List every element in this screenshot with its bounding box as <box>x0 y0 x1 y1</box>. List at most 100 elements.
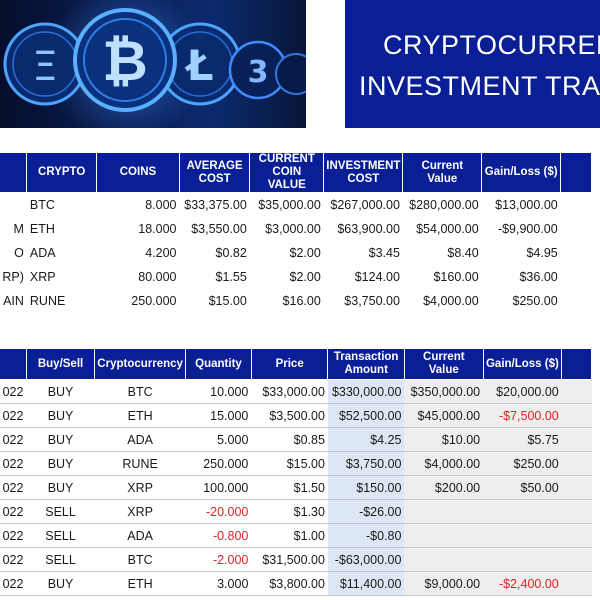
summary-cell-investment-cost[interactable]: $267,000.00 <box>330 198 400 212</box>
summary-row[interactable]: BTC 8.000 $33,375.00 $35,000.00 $267,000… <box>0 193 592 218</box>
tx-cell-cryptocurrency[interactable]: BTC <box>94 547 186 572</box>
summary-row[interactable]: RP) XRP 80.000 $1.55 $2.00 $124.00 $160.… <box>0 265 592 289</box>
tx-cell-current-value[interactable]: $200.00 <box>404 475 484 500</box>
tx-cell-gain-loss[interactable]: $50.00 <box>483 475 562 500</box>
transaction-row[interactable]: 022 BUY ADA 5.000 $0.85 $4.25 $10.00 $5.… <box>0 427 592 452</box>
tx-cell-current-value[interactable]: $9,000.00 <box>404 571 484 596</box>
summary-cell-crypto[interactable]: XRP <box>29 270 56 284</box>
summary-cell-extra[interactable] <box>561 217 592 241</box>
summary-cell-current-coin-value[interactable]: $35,000.00 <box>258 198 321 212</box>
summary-cell-name[interactable]: M <box>13 222 24 236</box>
summary-row[interactable]: M ETH 18.000 $3,550.00 $3,000.00 $63,900… <box>0 217 592 241</box>
summary-cell-crypto[interactable]: ADA <box>29 246 56 260</box>
summary-cell-gain-loss[interactable]: $4.95 <box>526 246 558 260</box>
tx-cell-current-value[interactable]: $4,000.00 <box>404 451 484 476</box>
tx-cell-transaction-amount[interactable]: $4.25 <box>327 427 405 452</box>
summary-cell-investment-cost[interactable]: $124.00 <box>354 270 400 284</box>
tx-cell-cryptocurrency[interactable]: ETH <box>94 571 186 596</box>
tx-cell-buy-sell[interactable]: BUY <box>26 403 95 428</box>
tx-cell-date[interactable]: 022 <box>0 403 27 428</box>
tx-cell-current-value[interactable]: $10.00 <box>404 427 484 452</box>
tx-cell-price[interactable]: $1.50 <box>251 475 328 500</box>
tx-cell-price[interactable]: $1.00 <box>251 523 328 548</box>
tx-cell-date[interactable]: 022 <box>0 427 27 452</box>
tx-cell-buy-sell[interactable]: SELL <box>26 523 95 548</box>
tx-cell-current-value[interactable] <box>404 547 484 572</box>
summary-cell-current-value[interactable]: $280,000.00 <box>409 198 479 212</box>
summary-cell-extra[interactable] <box>561 241 592 265</box>
tx-cell-date[interactable]: 022 <box>0 571 27 596</box>
tx-cell-quantity[interactable]: 5.000 <box>185 427 252 452</box>
tx-cell-gain-loss[interactable]: -$7,500.00 <box>483 403 562 428</box>
summary-cell-crypto[interactable]: BTC <box>29 198 55 212</box>
tx-cell-quantity[interactable]: 10.000 <box>185 379 252 404</box>
summary-cell-gain-loss[interactable]: -$9,900.00 <box>497 222 558 236</box>
summary-cell-average-cost[interactable]: $15.00 <box>208 294 247 308</box>
tx-cell-gain-loss[interactable] <box>483 547 562 572</box>
tx-cell-extra[interactable] <box>561 571 592 596</box>
tx-cell-transaction-amount[interactable]: $150.00 <box>327 475 405 500</box>
tx-cell-cryptocurrency[interactable]: BTC <box>94 379 186 404</box>
summary-cell-current-value[interactable]: $160.00 <box>433 270 479 284</box>
summary-cell-extra[interactable] <box>561 289 592 313</box>
tx-cell-transaction-amount[interactable]: $330,000.00 <box>327 379 405 404</box>
tx-cell-current-value[interactable] <box>404 499 484 524</box>
tx-cell-extra[interactable] <box>561 523 592 548</box>
summary-cell-coins[interactable]: 8.000 <box>145 198 177 212</box>
tx-cell-buy-sell[interactable]: BUY <box>26 427 95 452</box>
summary-cell-current-value[interactable]: $54,000.00 <box>416 222 479 236</box>
tx-cell-transaction-amount[interactable]: $3,750.00 <box>327 451 405 476</box>
summary-cell-coins[interactable]: 4.200 <box>145 246 177 260</box>
transaction-row[interactable]: 022 BUY ETH 15.000 $3,500.00 $52,500.00 … <box>0 403 592 428</box>
tx-cell-quantity[interactable]: -2.000 <box>185 547 252 572</box>
tx-cell-date[interactable]: 022 <box>0 379 27 404</box>
transaction-row[interactable]: 022 SELL XRP -20.000 $1.30 -$26.00 <box>0 499 592 524</box>
tx-cell-buy-sell[interactable]: BUY <box>26 475 95 500</box>
transaction-row[interactable]: 022 BUY BTC 10.000 $33,000.00 $330,000.0… <box>0 379 592 404</box>
tx-cell-price[interactable]: $33,000.00 <box>251 379 328 404</box>
transaction-row[interactable]: 022 BUY RUNE 250.000 $15.00 $3,750.00 $4… <box>0 451 592 476</box>
tx-cell-price[interactable]: $3,800.00 <box>251 571 328 596</box>
tx-cell-buy-sell[interactable]: BUY <box>26 451 95 476</box>
summary-cell-current-coin-value[interactable]: $16.00 <box>282 294 321 308</box>
summary-cell-gain-loss[interactable]: $36.00 <box>519 270 558 284</box>
tx-cell-extra[interactable] <box>561 547 592 572</box>
tx-cell-cryptocurrency[interactable]: RUNE <box>94 451 186 476</box>
summary-cell-extra[interactable] <box>561 265 592 289</box>
tx-cell-price[interactable]: $3,500.00 <box>251 403 328 428</box>
tx-cell-transaction-amount[interactable]: -$63,000.00 <box>327 547 405 572</box>
tx-cell-extra[interactable] <box>561 451 592 476</box>
summary-cell-name[interactable] <box>0 193 27 218</box>
tx-cell-quantity[interactable]: 250.000 <box>185 451 252 476</box>
tx-cell-quantity[interactable]: -0.800 <box>185 523 252 548</box>
summary-cell-coins[interactable]: 250.000 <box>131 294 177 308</box>
summary-cell-average-cost[interactable]: $3,550.00 <box>191 222 247 236</box>
summary-cell-current-coin-value[interactable]: $2.00 <box>289 270 321 284</box>
tx-cell-price[interactable]: $1.30 <box>251 499 328 524</box>
summary-cell-gain-loss[interactable]: $13,000.00 <box>495 198 558 212</box>
tx-cell-extra[interactable] <box>561 403 592 428</box>
tx-cell-cryptocurrency[interactable]: ADA <box>94 523 186 548</box>
tx-cell-quantity[interactable]: 3.000 <box>185 571 252 596</box>
tx-cell-cryptocurrency[interactable]: XRP <box>94 499 186 524</box>
summary-cell-current-value[interactable]: $8.40 <box>447 246 479 260</box>
tx-cell-price[interactable]: $31,500.00 <box>251 547 328 572</box>
summary-cell-investment-cost[interactable]: $3.45 <box>368 246 400 260</box>
summary-cell-coins[interactable]: 80.000 <box>138 270 177 284</box>
tx-cell-cryptocurrency[interactable]: ADA <box>94 427 186 452</box>
tx-cell-current-value[interactable]: $45,000.00 <box>404 403 484 428</box>
summary-cell-current-coin-value[interactable]: $3,000.00 <box>265 222 321 236</box>
tx-cell-gain-loss[interactable]: -$2,400.00 <box>483 571 562 596</box>
transaction-row[interactable]: 022 BUY ETH 3.000 $3,800.00 $11,400.00 $… <box>0 571 592 596</box>
tx-cell-gain-loss[interactable]: $20,000.00 <box>483 379 562 404</box>
tx-cell-transaction-amount[interactable]: $52,500.00 <box>327 403 405 428</box>
summary-cell-average-cost[interactable]: $1.55 <box>215 270 247 284</box>
tx-cell-extra[interactable] <box>561 475 592 500</box>
summary-cell-crypto[interactable]: RUNE <box>29 294 66 308</box>
tx-cell-quantity[interactable]: -20.000 <box>185 499 252 524</box>
summary-cell-crypto[interactable]: ETH <box>29 222 55 236</box>
tx-cell-extra[interactable] <box>561 427 592 452</box>
tx-cell-price[interactable]: $0.85 <box>251 427 328 452</box>
summary-cell-investment-cost[interactable]: $3,750.00 <box>344 294 400 308</box>
tx-cell-quantity[interactable]: 100.000 <box>185 475 252 500</box>
